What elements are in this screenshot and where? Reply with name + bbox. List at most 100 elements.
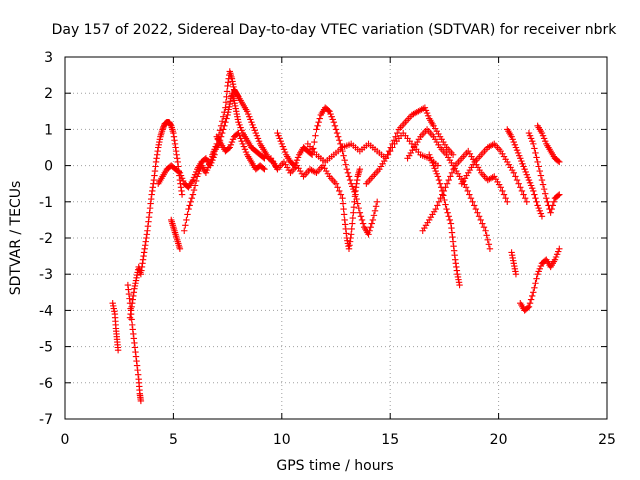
data-point-arc-9 [337,140,344,148]
y-tick-labels: -7 -6 -5 -4 -3 -2 -1 0 1 2 3 [39,50,53,428]
data-point-arc-8 [241,146,249,153]
data-point-arc-6 [181,227,188,234]
data-point-arc-7 [220,113,227,120]
data-point-arc-7 [251,127,258,134]
data-point-arc-17 [534,202,541,209]
data-point-arc-5 [190,174,198,181]
y-tick-label: -5 [39,340,53,356]
data-point-arc-14 [484,236,491,244]
data-point-arc-5 [179,177,187,185]
data-point-arc-9 [307,150,315,158]
data-point-arc-16 [518,187,526,195]
axis-ticks [64,56,608,420]
data-point-arc-20 [556,191,563,198]
data-point-arc-6 [195,170,202,177]
data-point-arc-8 [237,135,244,142]
data-point-arc-15 [437,194,444,202]
data-point-arc-9 [330,118,338,126]
data-point-arc-9 [313,126,320,133]
y-tick-label: 0 [44,159,53,175]
data-point-arc-16 [520,191,527,198]
data-point-arc-9 [276,135,283,142]
data-point-arc-6 [187,198,194,205]
data-point-arc-10 [337,191,345,198]
y-tick-label: 2 [44,86,53,102]
data-point-arc-21 [555,157,562,165]
data-point-arc-7 [211,146,218,153]
data-point-arc-17 [521,166,528,173]
data-point-arc-9 [329,116,336,123]
data-point-arc-14 [464,187,471,195]
data-point-arc-7 [212,143,219,150]
data-point-arc-6 [204,164,212,171]
data-point-arc-20 [529,137,536,145]
data-point-arc-7 [254,135,262,142]
data-point-arc-17 [517,155,524,162]
data-point-arc-9 [346,176,354,184]
data-point-arc-14 [469,198,476,205]
data-point-arc-17 [527,182,535,189]
x-axis-label: GPS time / hours [276,458,393,474]
data-point-arc-9 [274,129,281,137]
data-point-arc-9 [326,108,333,115]
x-tick-labels: 0 5 10 15 20 25 [61,432,616,448]
data-point-arc-6 [184,211,191,218]
data-point-arc-8 [260,165,267,172]
data-point-arc-5 [178,175,186,182]
data-point-arc-14 [472,205,480,213]
data-point-arc-17 [519,160,526,167]
data-point-arc-6 [185,205,192,213]
data-point-arc-17 [537,210,545,217]
data-point-arc-17 [538,213,546,220]
data-point-arc-12 [385,147,393,155]
data-point-arc-5 [175,168,183,176]
y-tick-label: 3 [44,50,53,66]
data-point-arc-8 [238,137,245,145]
data-point-arc-16 [515,180,522,187]
data-point-arc-20 [542,190,549,197]
data-point-arc-8 [239,140,246,148]
data-point-arc-8 [228,138,236,146]
data-point-arc-20 [531,145,538,152]
data-point-arc-17 [510,138,517,146]
data-point-arc-2 [137,397,145,405]
data-point-arc-9 [355,204,362,212]
y-tick-label: -2 [39,231,53,247]
data-points [109,68,563,405]
data-point-arc-20 [533,154,540,161]
data-point-arc-17 [532,194,539,202]
data-point-arc-7 [243,108,251,115]
data-point-arc-6 [205,161,213,168]
data-point-arc-9 [294,154,302,161]
data-point-arc-19 [535,268,542,275]
data-point-arc-20 [543,194,550,202]
y-tick-label: 1 [44,122,53,138]
data-point-arc-17 [511,141,519,148]
data-point-arc-20 [537,172,545,179]
data-point-arc-7 [216,127,224,134]
data-point-arc-9 [331,122,339,129]
data-point-arc-20 [548,205,555,213]
data-point-arc-14 [466,191,473,198]
data-point-arc-6 [223,115,230,122]
data-point-arc-12 [422,107,430,114]
data-point-arc-9 [357,213,365,220]
data-point-arc-15 [447,173,454,180]
data-point-arc-8 [227,141,235,148]
data-point-arc-16 [521,194,529,202]
data-point-arc-10 [356,166,364,173]
data-point-arc-17 [525,176,533,184]
data-point-arc-13 [443,205,450,213]
data-point-arc-17 [518,157,525,165]
data-point-arc-15 [445,176,452,184]
data-point-arc-16 [523,198,530,205]
data-point-arc-6 [192,177,200,185]
data-point-arc-15 [500,191,508,198]
data-point-arc-17 [533,198,540,205]
data-point-arc-9 [340,152,347,159]
data-point-arc-18 [512,271,520,278]
data-point-arc-9 [316,115,323,122]
y-tick-label: -7 [39,412,53,428]
data-point-arc-13 [432,167,439,175]
data-point-arc-17 [530,187,537,195]
